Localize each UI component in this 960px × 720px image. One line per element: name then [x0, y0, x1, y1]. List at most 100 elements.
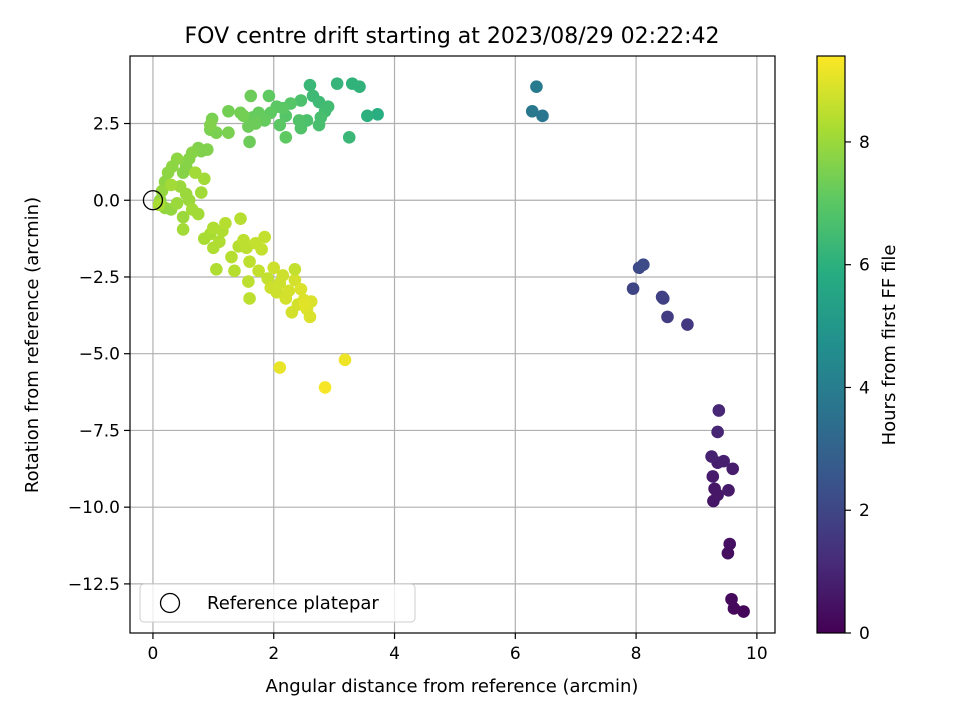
y-axis-ticks: 2.5 0.0 −2.5 −5.0 −7.5 −10.0 −12.5 [68, 115, 130, 595]
data-point [298, 298, 312, 311]
data-point [303, 78, 317, 92]
data-point [723, 537, 737, 551]
x-tick-label: 0 [148, 644, 159, 664]
data-point [188, 166, 202, 179]
colorbar-label: Hours from first FF file [879, 245, 900, 446]
legend-box [139, 583, 416, 623]
data-point [288, 273, 302, 287]
data-point [712, 404, 726, 417]
data-point [536, 109, 549, 123]
data-point [197, 172, 211, 186]
data-point [194, 186, 208, 199]
data-point [219, 216, 232, 230]
data-point [318, 381, 332, 394]
colorbar-tick-label: 8 [859, 133, 870, 153]
plot-frame [129, 55, 776, 634]
data-point [191, 207, 205, 221]
data-point [222, 126, 235, 140]
data-point [338, 353, 352, 367]
data-point [321, 100, 335, 113]
data-point [708, 482, 721, 496]
colorbar-tick-label: 2 [859, 501, 870, 521]
data-point [330, 77, 344, 90]
legend-entry: Reference platepar [207, 593, 379, 614]
x-axis-label: Angular distance from reference (arcmin) [266, 676, 639, 697]
data-point [243, 255, 256, 268]
data-point [737, 605, 750, 618]
colorbar: 0 2 4 6 8 Hours from first FF file [816, 55, 900, 644]
data-point [282, 284, 296, 298]
data-point [303, 310, 317, 324]
data-point [726, 462, 740, 476]
data-point [204, 118, 217, 132]
x-tick-label: 2 [268, 644, 279, 664]
data-point [626, 282, 640, 295]
data-point [637, 258, 650, 272]
data-point [276, 269, 290, 282]
data-point [222, 104, 235, 118]
y-tick-label: −10.0 [68, 498, 120, 518]
data-point [234, 106, 247, 120]
data-point [164, 178, 178, 192]
data-point [722, 483, 735, 497]
data-point [258, 230, 271, 244]
data-point [273, 118, 287, 132]
y-tick-label: −2.5 [79, 268, 120, 288]
data-point [353, 80, 366, 93]
legend-marker-icon [159, 592, 181, 614]
data-point [228, 264, 241, 278]
data-point [234, 212, 247, 225]
data-point [711, 425, 724, 439]
data-point [288, 263, 302, 276]
data-point [244, 89, 258, 103]
data-point [530, 80, 543, 93]
legend: Reference platepar [139, 583, 416, 623]
data-point [706, 470, 720, 483]
y-tick-label: 2.5 [93, 115, 120, 135]
colorbar-ticks: 0 2 4 6 8 [845, 133, 870, 644]
data-point [705, 450, 718, 463]
data-point [210, 263, 223, 276]
x-tick-label: 4 [389, 644, 400, 664]
data-point [252, 264, 265, 278]
data-point [525, 104, 539, 118]
data-point [294, 282, 308, 296]
data-point [243, 292, 256, 305]
data-point [312, 118, 326, 132]
colorbar-tick-label: 6 [859, 256, 870, 276]
data-point [361, 109, 374, 123]
colorbar-tick-label: 0 [859, 624, 870, 644]
data-point [255, 243, 268, 256]
reference-marker [142, 190, 164, 211]
data-point [176, 223, 190, 236]
data-point [279, 131, 293, 144]
data-point [242, 120, 255, 133]
data-point [371, 108, 384, 121]
y-tick-label: −12.5 [68, 575, 120, 595]
x-tick-label: 8 [631, 644, 642, 664]
data-point [243, 135, 256, 149]
data-point [661, 310, 674, 324]
data-point [656, 292, 670, 305]
data-point [342, 131, 356, 144]
grid-lines [130, 56, 775, 633]
y-tick-label: 0.0 [93, 191, 120, 211]
y-tick-label: −7.5 [79, 421, 120, 441]
y-axis-label: Rotation from reference (arcmin) [22, 197, 43, 493]
data-point [294, 121, 308, 135]
data-point [725, 592, 738, 606]
data-point [681, 318, 694, 331]
colorbar-tick-label: 4 [859, 378, 870, 398]
data-point [176, 210, 190, 224]
data-point [717, 454, 730, 468]
x-tick-label: 6 [510, 644, 521, 664]
colorbar-gradient [816, 55, 846, 634]
data-point [242, 275, 255, 288]
data-point [225, 250, 238, 264]
reference-point [142, 190, 164, 211]
x-axis-ticks: 0 2 4 6 8 10 [148, 633, 768, 664]
y-tick-label: −5.0 [79, 345, 120, 365]
data-point [170, 197, 184, 210]
data-point [294, 94, 308, 107]
